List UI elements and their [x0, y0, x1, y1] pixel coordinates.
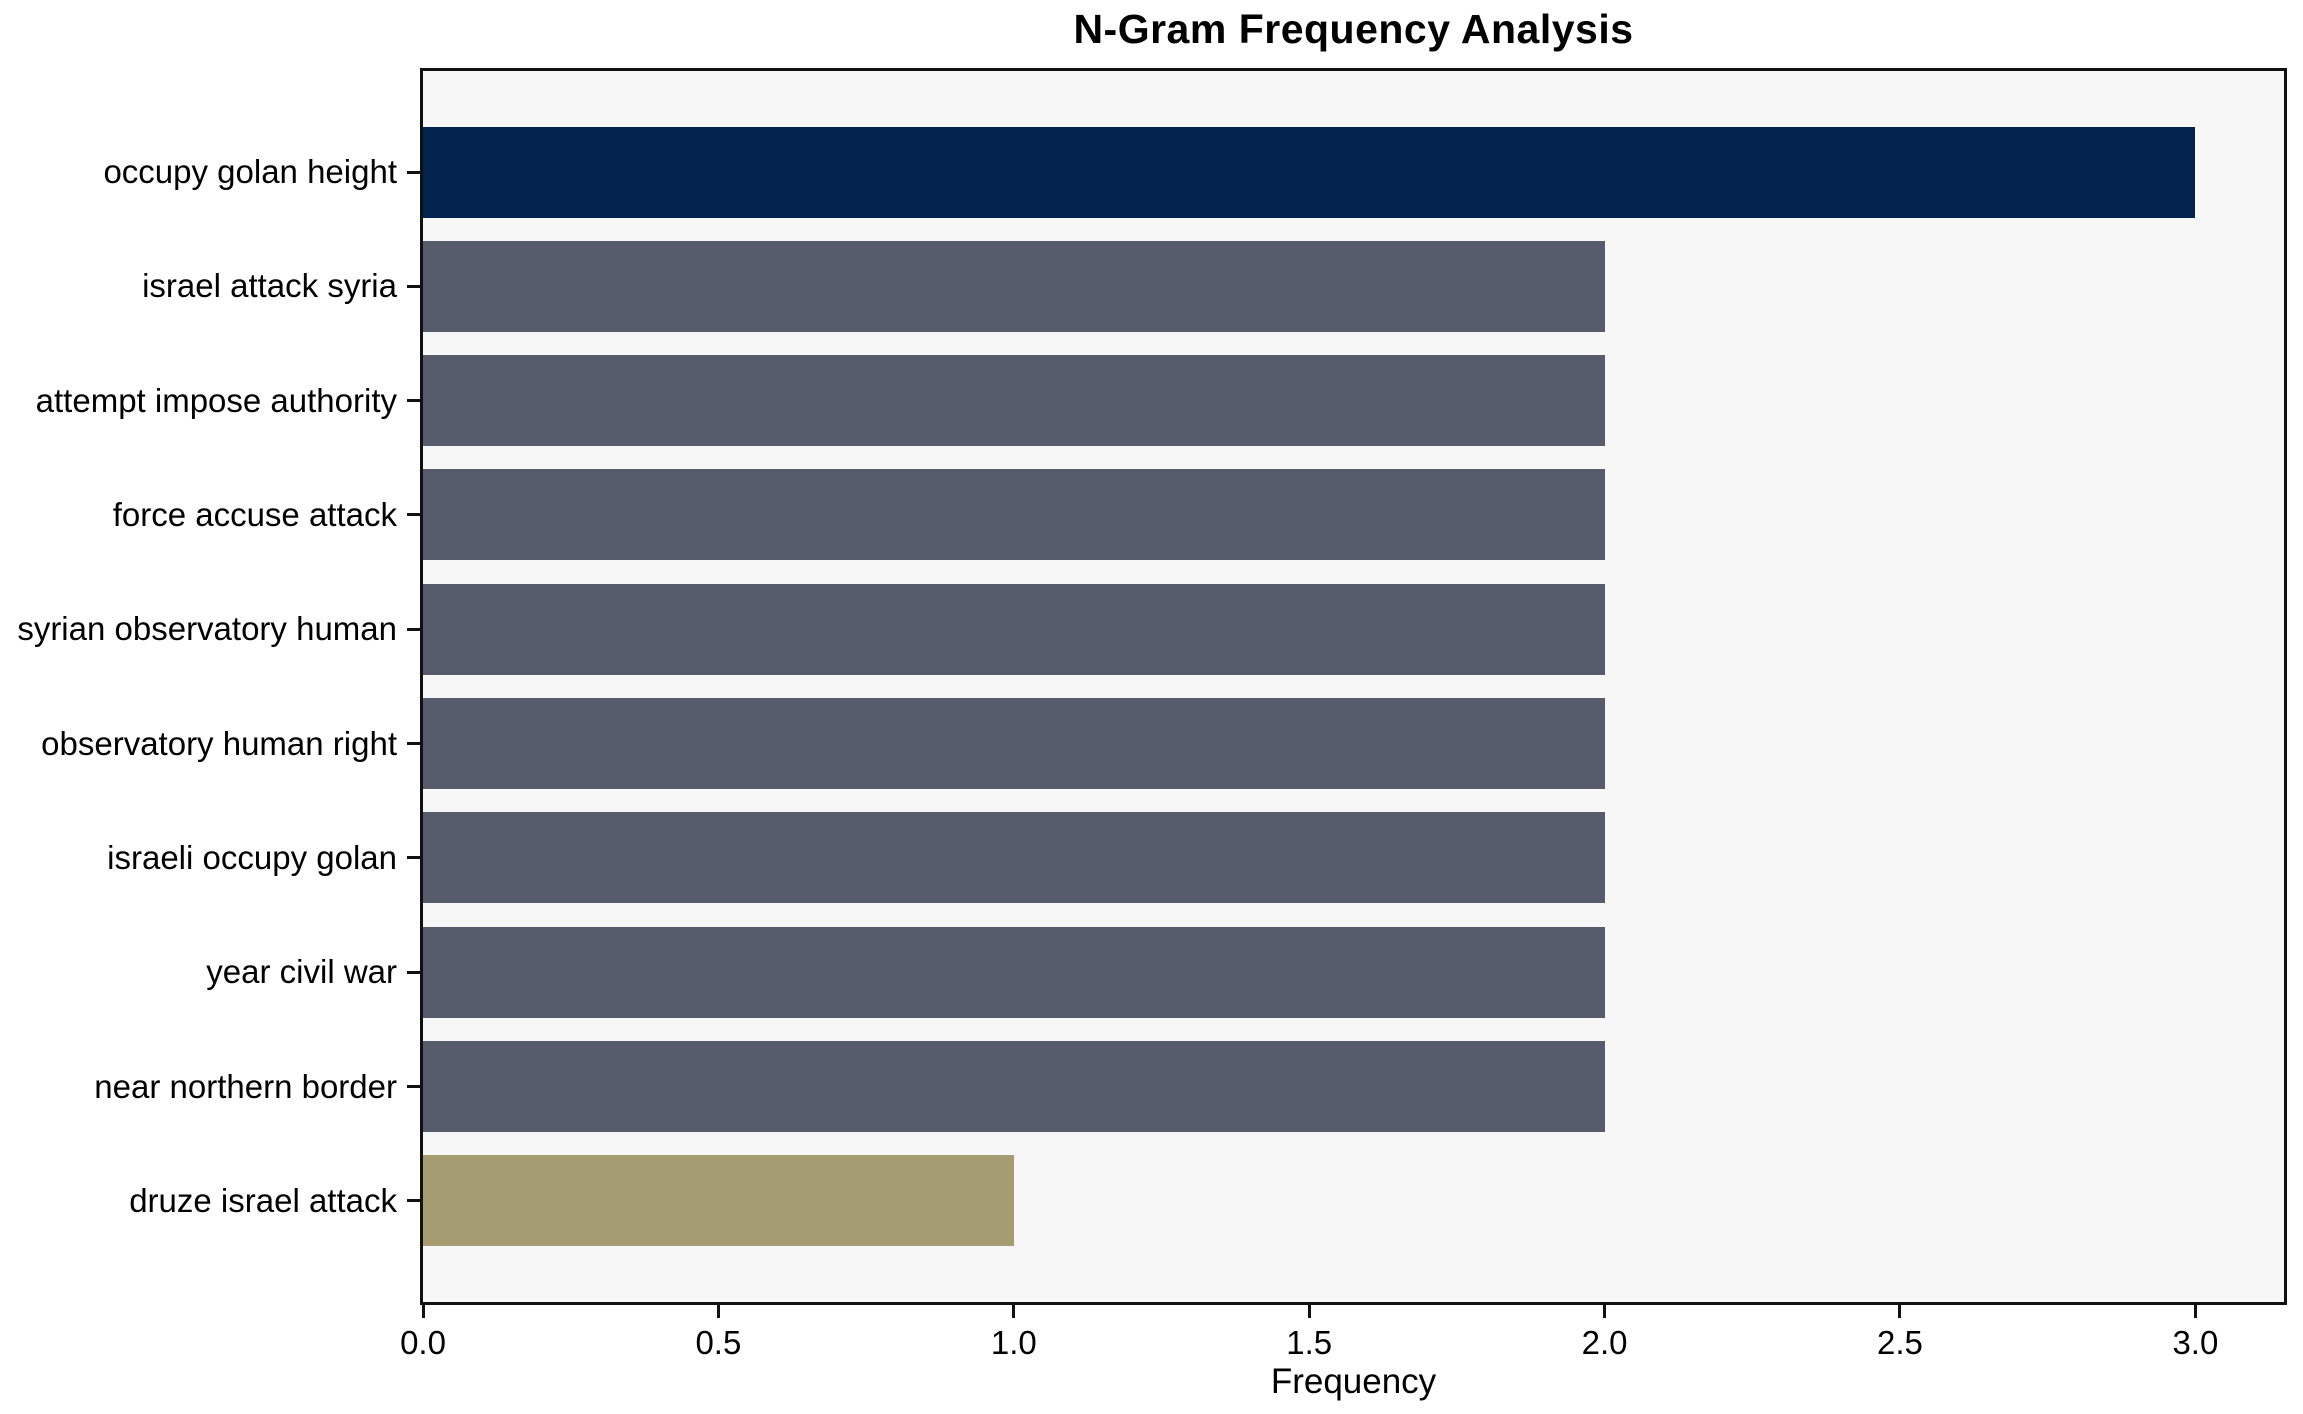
x-tick-mark	[716, 1305, 720, 1318]
bar-year-civil-war	[423, 926, 1605, 1018]
x-tick-label: 0.0	[400, 1324, 446, 1361]
x-tick-label: 1.0	[990, 1324, 1037, 1361]
y-tick-label: observatory human right	[41, 724, 397, 762]
y-tick-label: druze israel attack	[129, 1181, 397, 1219]
y-tick-mark	[407, 1199, 421, 1203]
bar-observatory-human-right	[423, 698, 1605, 790]
x-tick-mark	[2193, 1305, 2197, 1318]
y-tick-label: force accuse attack	[112, 495, 397, 533]
plot-area	[420, 68, 2287, 1305]
y-tick-label: year civil war	[206, 953, 397, 991]
bar-near-northern-border	[423, 1041, 1605, 1133]
bar-israel-attack-syria	[423, 240, 1605, 332]
bar-force-accuse-attack	[423, 469, 1605, 561]
y-tick-mark	[407, 970, 421, 974]
x-tick-label: 0.5	[695, 1324, 742, 1361]
y-tick-mark	[407, 284, 421, 288]
chart-title: N-Gram Frequency Analysis	[1073, 6, 1634, 52]
bar-syrian-observatory-human	[423, 583, 1605, 675]
x-tick-label: 3.0	[2172, 1324, 2219, 1361]
y-tick-mark	[407, 856, 421, 860]
x-tick-label: 2.0	[1581, 1324, 1628, 1361]
x-tick-mark	[421, 1305, 425, 1318]
y-tick-label: attempt impose authority	[35, 381, 397, 419]
x-tick-mark	[1307, 1305, 1311, 1318]
y-tick-mark	[407, 399, 421, 403]
y-tick-mark	[407, 742, 421, 746]
x-tick-mark	[1603, 1305, 1607, 1318]
bar-israeli-occupy-golan	[423, 812, 1605, 904]
y-tick-mark	[407, 1085, 421, 1089]
y-tick-label: syrian observatory human	[17, 610, 397, 648]
y-tick-mark	[407, 170, 421, 174]
bar-druze-israel-attack	[423, 1155, 1014, 1247]
y-tick-mark	[407, 513, 421, 517]
bar-occupy-golan-height	[423, 126, 2196, 218]
bar-attempt-impose-authority	[423, 355, 1605, 447]
x-tick-mark	[1898, 1305, 1902, 1318]
y-tick-label: occupy golan height	[103, 153, 397, 190]
x-tick-label: 1.5	[1286, 1324, 1333, 1361]
y-tick-label: israel attack syria	[142, 267, 397, 305]
x-tick-mark	[1012, 1305, 1016, 1318]
x-tick-label: 2.5	[1877, 1324, 1923, 1361]
y-tick-label: israeli occupy golan	[107, 838, 397, 876]
y-tick-label: near northern border	[94, 1067, 397, 1105]
y-tick-mark	[407, 627, 421, 631]
x-axis-title: Frequency	[1270, 1362, 1437, 1401]
